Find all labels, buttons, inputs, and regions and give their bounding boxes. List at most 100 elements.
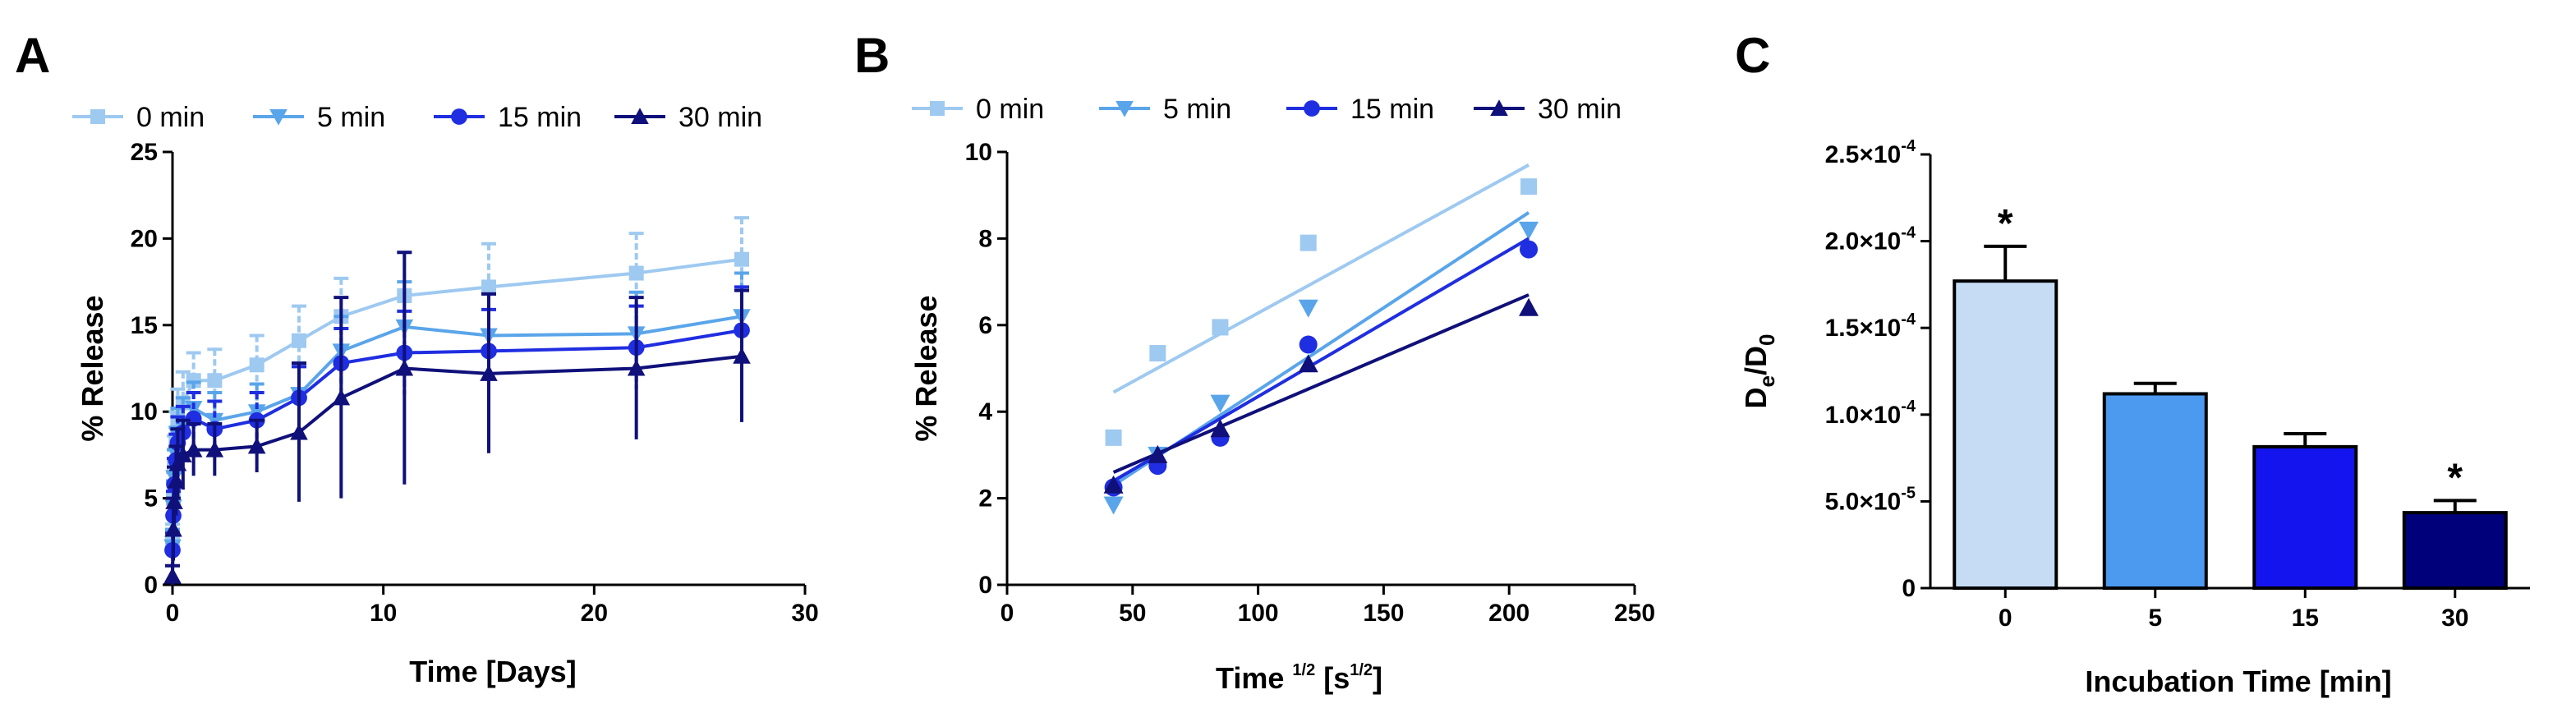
panel-b-fit-line-0 xyxy=(1112,163,1530,394)
panel-b-y-tick-label-0: 0 xyxy=(978,572,992,599)
panel-a-legend-marker-3 xyxy=(631,108,649,124)
panel-c-bar-3 xyxy=(2402,511,2508,590)
panel-c-y-tick-label-1: 5.0×10-5 xyxy=(1825,484,1916,515)
panel-a-point-3-9 xyxy=(290,423,308,440)
panel-c-bar-chart: 05.0×10-51.0×10-41.5×10-42.0×10-42.5×10-… xyxy=(1739,137,2530,698)
panel-b-x-axis-title-part-4: [s xyxy=(1323,661,1350,695)
panel-b-x-axis-title-part-0: Time xyxy=(1216,661,1284,695)
panel-b-y-tick-label-5: 10 xyxy=(965,139,992,166)
panel-a-series-line-0 xyxy=(171,257,743,542)
panel-a-series-3 xyxy=(163,251,751,585)
panel-a-line-chart: 0 5 10 15 20 25 0 10 20 30 Time [Days] % Release 0 m… xyxy=(72,102,819,688)
panel-a-x-tick-label-2: 20 xyxy=(581,600,608,627)
panel-a-point-3-13 xyxy=(627,359,646,376)
panel-b-point-3-1 xyxy=(1148,444,1168,463)
panel-a-point-3-3 xyxy=(167,471,186,489)
panel-a-y-tick-label-5: 25 xyxy=(131,139,158,166)
panel-a-point-0-6 xyxy=(186,373,201,389)
panel-a-legend-marker-2 xyxy=(451,108,467,125)
panel-a-legend-label-0: 0 min xyxy=(136,102,205,133)
panel-b-legend-marker-3 xyxy=(1490,99,1508,116)
panel-c-y-tick-mantissa-1: 5.0×10 xyxy=(1825,488,1902,515)
panel-a-point-0-14 xyxy=(734,251,749,267)
panel-b-fit-line-3 xyxy=(1112,293,1530,474)
panel-a-point-0-8 xyxy=(249,357,264,373)
panel-a-point-3-1 xyxy=(164,520,182,537)
panel-a-point-3-2 xyxy=(165,493,183,509)
panel-c-y-tick-mantissa-0: 0 xyxy=(1902,575,1916,602)
panel-c-x-tick-label-3: 30 xyxy=(2441,605,2468,632)
panel-b-y-axis-title: % Release xyxy=(909,295,943,441)
panel-c-y-tick-exponent-5: -4 xyxy=(1901,137,1916,155)
panel-b-legend-label-1: 5 min xyxy=(1163,94,1231,125)
panel-a-point-3-12 xyxy=(480,365,498,381)
panel-a-x-tick-label-3: 30 xyxy=(791,600,818,627)
panel-b-legend-label-3: 30 min xyxy=(1538,94,1622,125)
panel-b-point-2-4 xyxy=(1520,240,1539,259)
panel-c-bar-1 xyxy=(2102,392,2208,590)
panel-c-y-axis-title-part-2: /D xyxy=(1739,346,1773,375)
panel-a-point-0-12 xyxy=(481,279,496,295)
panel-c-bar-0 xyxy=(1953,279,2058,590)
panel-c-y-tick-exponent-4: -4 xyxy=(1901,224,1916,242)
panel-b-point-0-3 xyxy=(1300,234,1317,251)
panel-a-legend-marker-0 xyxy=(90,109,105,124)
panel-b-legend-label-0: 0 min xyxy=(976,94,1044,125)
panel-c-y-tick-label-2: 1.0×10-4 xyxy=(1825,398,1916,429)
panel-b-point-1-0 xyxy=(1103,496,1124,515)
panel-b-legend-label-2: 15 min xyxy=(1350,94,1434,125)
panel-b-x-axis-title-part-2: 1/2 xyxy=(1292,661,1315,679)
panel-a-point-3-0 xyxy=(163,567,182,584)
panel-a-point-3-11 xyxy=(395,359,414,376)
panel-c-y-tick-mantissa-5: 2.5×10 xyxy=(1825,141,1902,168)
panel-a-y-tick-label-3: 15 xyxy=(131,312,158,339)
panel-b-point-1-4 xyxy=(1519,221,1539,240)
panel-b-point-0-1 xyxy=(1149,345,1166,362)
panel-a-legend-label-2: 15 min xyxy=(498,102,582,133)
panel-a-point-3-4 xyxy=(168,454,187,471)
panel-a-legend-label-1: 5 min xyxy=(317,102,385,133)
panel-letter-b: B xyxy=(854,28,890,83)
panel-a-series-0 xyxy=(165,216,749,559)
panel-a-x-axis-title: Time [Days] xyxy=(409,655,576,688)
panel-c-y-tick-label-4: 2.0×10-4 xyxy=(1825,224,1916,255)
panel-b-x-tick-label-3: 150 xyxy=(1363,600,1404,627)
panel-a-point-3-6 xyxy=(184,440,203,458)
panel-c-y-tick-mantissa-2: 1.0×10 xyxy=(1825,402,1902,429)
panel-a-x-tick-label-0: 0 xyxy=(166,600,180,627)
panel-c-y-axis-title-part-3: 0 xyxy=(1755,334,1779,346)
panel-a-y-tick-label-4: 20 xyxy=(131,225,158,252)
panel-b-point-1-2 xyxy=(1210,394,1230,413)
panel-b-series-0 xyxy=(1105,163,1538,446)
panel-b-fit-line-2 xyxy=(1112,237,1530,483)
panel-letter-c: C xyxy=(1735,28,1770,83)
panel-c-x-tick-label-0: 0 xyxy=(1999,605,2012,632)
panel-a-point-0-7 xyxy=(207,373,223,389)
panel-c-annotation-3: * xyxy=(2447,456,2463,499)
panel-c-y-tick-exponent-1: -5 xyxy=(1901,484,1916,502)
panel-b-point-0-0 xyxy=(1105,429,1122,446)
panel-b-point-3-2 xyxy=(1210,419,1230,438)
panel-c-y-tick-label-5: 2.5×10-4 xyxy=(1825,137,1916,168)
panel-c-y-tick-label-3: 1.5×10-4 xyxy=(1825,310,1916,342)
panel-b-legend-marker-1 xyxy=(1116,101,1134,117)
panel-b-point-1-3 xyxy=(1298,299,1318,318)
panel-c-x-tick-label-1: 5 xyxy=(2148,605,2162,632)
panel-a-point-0-9 xyxy=(292,333,306,348)
panel-a-y-axis-title: % Release xyxy=(76,295,109,441)
panel-a-point-3-14 xyxy=(733,347,751,364)
panel-b-x-axis-title-part-1 xyxy=(1284,661,1292,695)
panel-a-point-3-10 xyxy=(332,389,351,406)
panel-b-point-0-4 xyxy=(1520,178,1538,195)
panel-b-x-tick-label-0: 0 xyxy=(1000,600,1014,627)
panel-a-x-tick-label-1: 10 xyxy=(370,600,397,627)
panel-b-x-tick-label-4: 200 xyxy=(1488,600,1530,627)
panel-c-y-tick-mantissa-3: 1.5×10 xyxy=(1825,315,1902,342)
panel-a-point-3-5 xyxy=(174,446,192,462)
panel-b-x-axis-title-part-6: ] xyxy=(1373,661,1382,695)
panel-b-y-tick-label-1: 2 xyxy=(978,485,992,513)
panel-c-x-tick-label-2: 15 xyxy=(2292,605,2319,632)
panel-b-series-2 xyxy=(1104,237,1539,497)
panel-b-x-tick-label-5: 250 xyxy=(1614,600,1655,627)
